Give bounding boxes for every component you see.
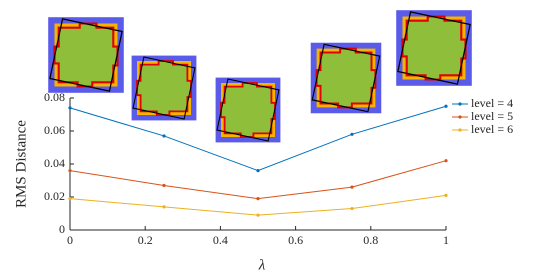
data-point	[68, 197, 72, 201]
data-point	[162, 205, 166, 209]
data-point	[256, 197, 260, 201]
y-tick-label: 0	[59, 222, 65, 236]
y-tick-label: 0.06	[44, 123, 65, 137]
legend-marker	[458, 115, 462, 119]
x-tick-label: 0.6	[288, 233, 303, 247]
data-point	[68, 169, 72, 173]
data-point	[350, 185, 354, 189]
legend-label: level = 4	[471, 96, 513, 110]
y-axis-label: RMS Distance	[13, 120, 29, 208]
series-line	[69, 160, 447, 200]
illustrations	[47, 9, 473, 144]
shape-image	[130, 54, 198, 122]
x-tick-label: 0.8	[363, 233, 378, 247]
x-tick-label: 0	[67, 233, 73, 247]
data-point	[256, 213, 260, 217]
legend-marker	[458, 102, 462, 106]
data-point	[444, 193, 448, 197]
data-point	[350, 206, 354, 211]
data-point	[162, 183, 166, 188]
data-point	[350, 132, 354, 136]
data-point	[68, 106, 72, 110]
shape-image	[214, 76, 282, 144]
shape-image	[47, 16, 125, 94]
data-point	[256, 169, 260, 173]
legend-label: level = 6	[471, 122, 513, 136]
data-point	[444, 104, 448, 108]
data-point	[444, 159, 448, 163]
x-tick-label: 1	[443, 233, 449, 247]
legend-label: level = 5	[471, 109, 513, 123]
data-point	[162, 134, 166, 138]
x-tick-label: 0.4	[213, 233, 228, 247]
legend-marker	[458, 128, 462, 132]
y-tick-label: 0.04	[44, 156, 65, 170]
x-axis-label: λ	[258, 257, 266, 273]
y-tick-label: 0.08	[44, 90, 65, 104]
shape-image	[309, 41, 383, 115]
y-tick-label: 0.02	[44, 189, 65, 203]
shape-image	[395, 9, 473, 87]
x-tick-label: 0.2	[138, 233, 153, 247]
